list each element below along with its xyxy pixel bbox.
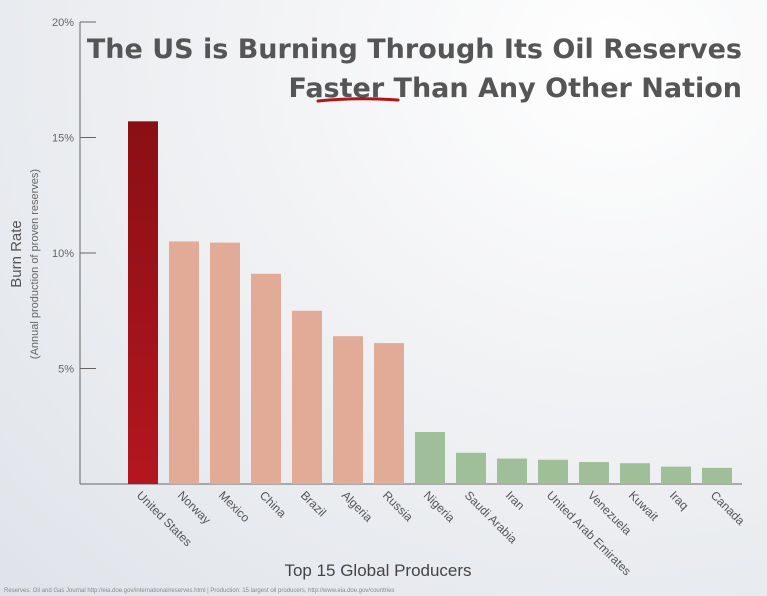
chart-title-line1: The US is Burning Through Its Oil Reserv…	[87, 34, 742, 65]
bars	[128, 121, 732, 484]
source-note: Reserves: Oil and Gas Journal http://eia…	[4, 588, 394, 594]
x-tick-label: Iraq	[667, 488, 692, 513]
bar	[374, 343, 404, 484]
bar	[456, 452, 486, 484]
x-tick-label: Iran	[503, 488, 528, 513]
x-tick-label: Russia	[380, 488, 416, 524]
title-underline	[316, 97, 400, 103]
y-ticks: 5% 10% 15% 20%	[52, 17, 96, 376]
x-tick-label: Brazil	[298, 488, 329, 519]
bar	[497, 458, 527, 484]
y-tick-label: 15%	[52, 133, 74, 145]
bar	[538, 459, 568, 484]
x-axis-label: Top 15 Global Producers	[284, 561, 471, 580]
x-tick-label: Norway	[175, 488, 214, 527]
x-tick-label: Kuwait	[626, 488, 662, 524]
bar	[333, 336, 363, 484]
chart-title-line2: Faster Than Any Other Nation	[288, 73, 742, 104]
bar	[128, 121, 158, 484]
y-tick-label: 10%	[52, 248, 74, 260]
bar	[210, 242, 240, 484]
x-tick-label: China	[257, 488, 289, 520]
bar	[251, 273, 281, 484]
bar	[415, 432, 445, 484]
bar	[579, 462, 609, 484]
y-axis-sublabel: (Annual production of proven reserves)	[29, 169, 41, 359]
y-tick-label: 20%	[52, 17, 74, 29]
bar	[169, 241, 199, 484]
x-tick-label: Canada	[708, 488, 748, 528]
x-tick-label: Algeria	[339, 488, 376, 525]
title-line2-rest: Than Any Other Nation	[384, 73, 742, 104]
y-tick-label: 5%	[58, 364, 74, 376]
bar	[620, 463, 650, 484]
bar	[661, 466, 691, 484]
bar	[292, 310, 322, 484]
y-axis-label: Burn Rate	[8, 220, 25, 288]
x-tick-label: Nigeria	[421, 488, 458, 525]
bar	[702, 467, 732, 484]
x-tick-label: Mexico	[216, 488, 253, 525]
